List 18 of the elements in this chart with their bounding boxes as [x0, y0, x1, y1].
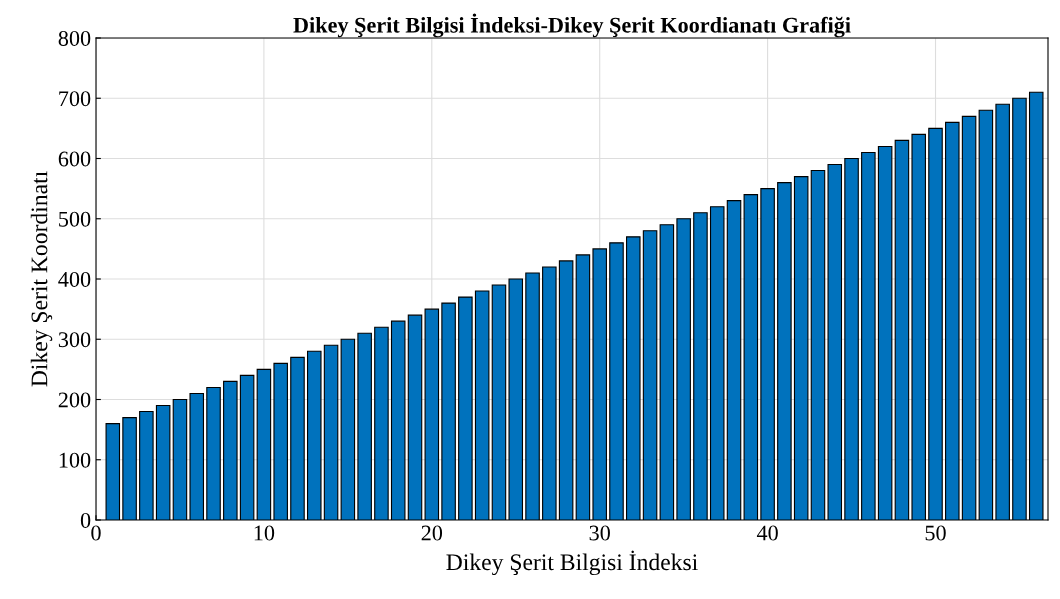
- y-tick-label: 400: [58, 271, 91, 287]
- x-axis-title: Dikey Şerit Bilgisi İndeksi: [446, 550, 698, 576]
- y-tick-label: 200: [58, 392, 91, 408]
- y-tick-label: 500: [59, 211, 91, 227]
- x-tick-label: 0: [91, 525, 101, 541]
- y-tick-label: 0: [80, 512, 91, 528]
- y-tick-label: 600: [58, 151, 91, 167]
- y-tick-label: 100: [59, 452, 91, 468]
- y-tick-label: 300: [58, 332, 91, 348]
- chart-title: Dikey Şerit Bilgisi İndeksi-Dikey Şerit Koordianatı Grafiği: [293, 13, 851, 38]
- x-tick-label: 40: [756, 525, 778, 541]
- x-tick-label: 10: [254, 525, 275, 541]
- x-tick-label: 30: [589, 525, 610, 541]
- x-tick-label: 20: [421, 525, 443, 541]
- x-tick-label: 50: [925, 525, 946, 541]
- y-tick-label: 800: [58, 30, 91, 46]
- y-axis-title: Dikey Şerit Koordinatı: [30, 171, 53, 387]
- y-tick-label: 700: [59, 91, 91, 107]
